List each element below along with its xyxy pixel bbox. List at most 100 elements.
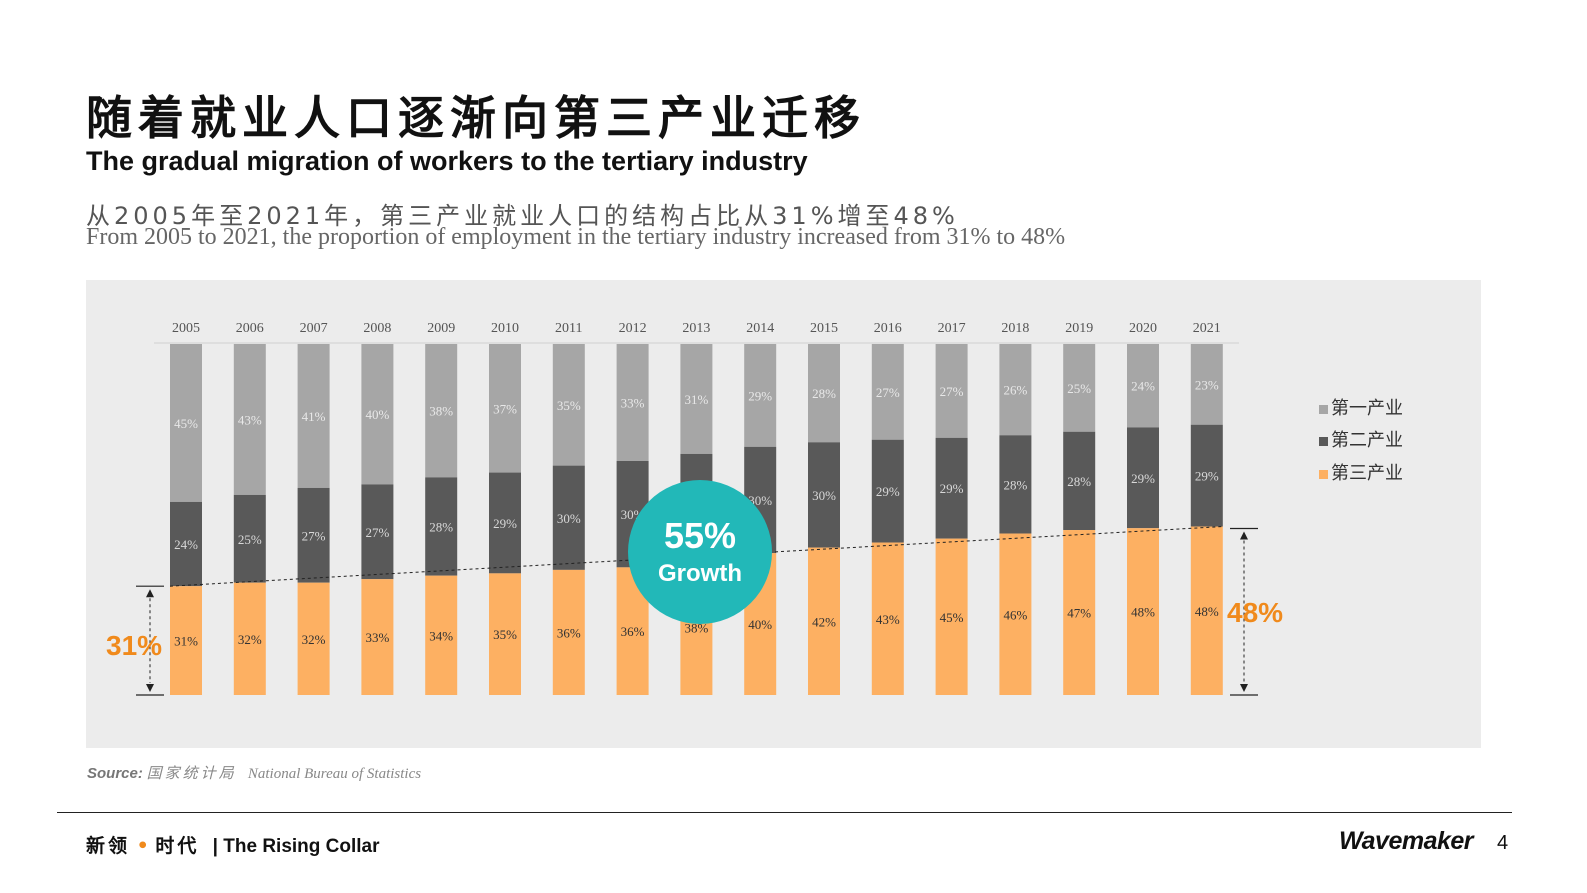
chart-panel: 2005 45% 24% 31% 2006 43% 25% 32% 2007 41% 27% 32% 2… [86, 280, 1481, 748]
bar-primary [1190, 344, 1223, 425]
year-label: 2021 [1193, 321, 1221, 336]
bar-secondary [935, 437, 968, 539]
label-primary: 26% [1003, 383, 1027, 398]
growth-badge-circle [628, 480, 772, 624]
year-label: 2017 [938, 321, 966, 336]
label-tertiary: 38% [684, 621, 708, 636]
label-tertiary: 43% [876, 612, 900, 627]
bar-secondary [999, 435, 1032, 534]
legend-item-primary: 第一产业 [1331, 398, 1403, 419]
bar-secondary [170, 501, 202, 587]
bar-primary [871, 344, 904, 440]
bar-tertiary [170, 586, 202, 695]
bar-primary [170, 344, 202, 502]
label-primary: 33% [621, 396, 645, 411]
label-secondary: 30% [748, 493, 772, 508]
brand-cn-b: 时代 [155, 835, 200, 857]
label-primary: 38% [429, 404, 453, 419]
start-value-label: 31% [106, 630, 162, 661]
label-secondary: 28% [1003, 477, 1027, 492]
bar-primary [999, 344, 1032, 436]
year-label: 2006 [236, 321, 264, 336]
bar-secondary [552, 465, 585, 570]
bar-tertiary [1127, 528, 1159, 695]
year-label: 2008 [363, 321, 391, 336]
page-title-en: The gradual migration of workers to the … [86, 146, 808, 176]
label-tertiary: 32% [238, 632, 262, 647]
bar-tertiary [489, 573, 521, 695]
label-primary: 41% [302, 409, 326, 424]
source-en: National Bureau of Statistics [247, 766, 422, 782]
year-label: 2007 [300, 321, 328, 336]
subtitle-en: From 2005 to 2021, the proportion of emp… [86, 224, 1066, 250]
bar-tertiary [999, 533, 1032, 695]
brand-en: | The Rising Collar [212, 836, 380, 857]
year-label: 2015 [810, 321, 838, 336]
label-tertiary: 46% [1003, 607, 1027, 622]
start-arrow-up-icon [146, 589, 154, 598]
label-tertiary: 36% [557, 625, 581, 640]
legend-item-tertiary-swatch [1319, 470, 1328, 479]
label-primary: 29% [748, 388, 772, 403]
legend-item-tertiary: 第三产业 [1331, 463, 1403, 484]
source-note: Source: 国家统计局 National Bureau of Statist… [87, 762, 421, 783]
end-arrow-up-icon [1240, 531, 1248, 540]
label-primary: 40% [365, 407, 389, 422]
brand-dot: • [136, 835, 149, 857]
label-primary: 45% [174, 416, 198, 431]
label-secondary: 29% [940, 481, 964, 496]
label-secondary: 29% [876, 484, 900, 499]
label-secondary: 24% [174, 537, 198, 552]
year-label: 2013 [682, 321, 710, 336]
label-tertiary: 36% [621, 624, 645, 639]
bar-primary [808, 344, 840, 443]
label-primary: 27% [940, 384, 964, 399]
bar-tertiary [425, 575, 458, 695]
label-primary: 35% [557, 398, 581, 413]
year-label: 2016 [874, 321, 902, 336]
bar-tertiary [361, 579, 394, 695]
bar-secondary [808, 442, 840, 548]
bar-secondary [1127, 427, 1159, 529]
end-value-label: 48% [1227, 597, 1283, 628]
year-label: 2009 [427, 321, 455, 336]
year-label: 2010 [491, 321, 519, 336]
bar-tertiary [297, 582, 330, 695]
legend-item-secondary-swatch [1319, 437, 1328, 446]
year-label: 2018 [1001, 321, 1029, 336]
label-secondary: 28% [1067, 474, 1091, 489]
bar-primary [935, 344, 968, 438]
bar-tertiary [871, 542, 904, 695]
year-label: 2020 [1129, 321, 1157, 336]
legend-item-secondary: 第二产业 [1331, 430, 1403, 451]
year-label: 2012 [619, 321, 647, 336]
bar-tertiary [233, 582, 266, 695]
end-arrow-down-icon [1240, 684, 1248, 692]
label-primary: 23% [1195, 377, 1219, 392]
trend-line [169, 526, 1223, 587]
source-cn: 国家统计局 [146, 766, 237, 782]
bar-tertiary [1190, 526, 1223, 695]
page-title-cn: 随着就业人口逐渐向第三产业迁移 [86, 91, 866, 145]
bar-secondary [233, 494, 266, 583]
bar-secondary [297, 487, 330, 583]
bar-tertiary [1063, 530, 1096, 695]
bar-primary [297, 344, 330, 488]
bar-tertiary [935, 538, 968, 695]
bar-secondary [1190, 424, 1223, 527]
bar-primary [489, 344, 521, 473]
label-primary: 37% [493, 401, 517, 416]
label-tertiary: 47% [1067, 606, 1091, 621]
growth-label: Growth [658, 560, 742, 587]
bar-primary [616, 344, 649, 461]
label-secondary: 29% [1195, 469, 1219, 484]
bar-primary [425, 344, 458, 478]
bar-primary [1127, 344, 1159, 428]
label-primary: 25% [1067, 381, 1091, 396]
legend-item-primary-swatch [1319, 405, 1328, 414]
bar-primary [233, 344, 266, 495]
bar-tertiary [808, 547, 840, 695]
bar-primary [1063, 344, 1096, 432]
year-label: 2011 [555, 321, 582, 336]
year-label: 2019 [1065, 321, 1093, 336]
